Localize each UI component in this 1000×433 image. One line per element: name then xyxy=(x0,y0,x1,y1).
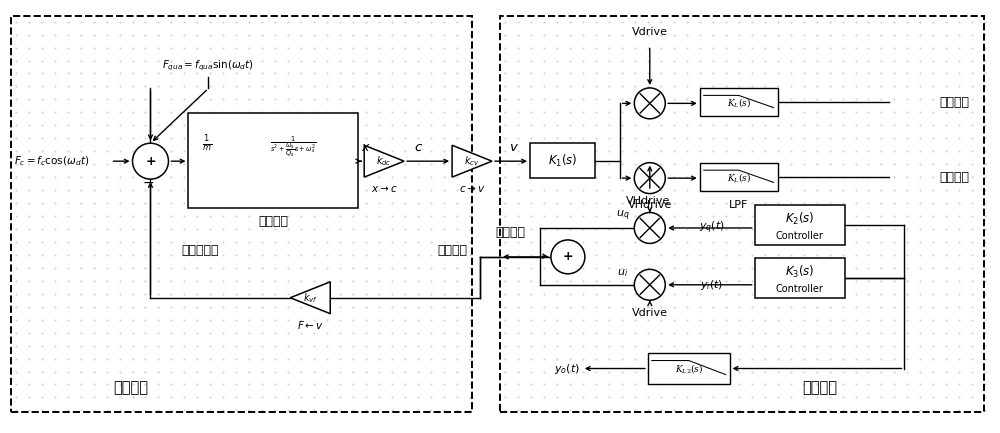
Bar xyxy=(755,205,845,245)
Text: $K_2(s)$: $K_2(s)$ xyxy=(785,211,814,227)
Text: Vdrive: Vdrive xyxy=(632,26,668,37)
Text: VHdrive: VHdrive xyxy=(626,196,670,206)
Text: Vdrive: Vdrive xyxy=(632,308,668,318)
Text: $K_1(s)$: $K_1(s)$ xyxy=(548,152,577,169)
Text: $x \rightarrow c$: $x \rightarrow c$ xyxy=(371,184,398,194)
Text: $F_{qua} = f_{qua}\sin(\omega_d t)$: $F_{qua} = f_{qua}\sin(\omega_d t)$ xyxy=(162,58,254,73)
Bar xyxy=(700,163,778,191)
Text: VHdrive: VHdrive xyxy=(628,200,672,210)
Text: 控制电路: 控制电路 xyxy=(802,380,837,395)
Bar xyxy=(188,113,358,208)
Text: $c \rightarrow v$: $c \rightarrow v$ xyxy=(459,184,485,194)
Circle shape xyxy=(634,88,665,119)
Bar xyxy=(755,258,845,298)
Text: 反馈静电力: 反馈静电力 xyxy=(182,244,219,257)
Text: 反馈电压: 反馈电压 xyxy=(495,226,525,239)
Text: Controller: Controller xyxy=(776,284,824,294)
Text: $K_{L2}(s)$: $K_{L2}(s)$ xyxy=(675,362,703,375)
Text: 机械结构: 机械结构 xyxy=(113,380,148,395)
Bar xyxy=(500,16,984,412)
Text: 反馈电压: 反馈电压 xyxy=(437,244,467,257)
Text: $y_i(t)$: $y_i(t)$ xyxy=(700,278,723,292)
Text: 同相成分: 同相成分 xyxy=(939,96,969,109)
Circle shape xyxy=(634,163,665,194)
Bar xyxy=(11,16,472,412)
Circle shape xyxy=(634,269,665,300)
Bar xyxy=(700,88,778,116)
Circle shape xyxy=(634,213,665,243)
Text: +: + xyxy=(563,250,573,263)
Circle shape xyxy=(551,240,585,274)
Text: $\frac{1}{s^2+\dfrac{\omega_s}{Q_s}s+\omega_s^2}$: $\frac{1}{s^2+\dfrac{\omega_s}{Q_s}s+\om… xyxy=(270,134,317,159)
Text: $K_3(s)$: $K_3(s)$ xyxy=(785,264,814,280)
Text: $y_q(t)$: $y_q(t)$ xyxy=(699,220,725,236)
Circle shape xyxy=(133,143,168,179)
Text: 检测模态: 检测模态 xyxy=(258,216,288,229)
Text: $u_i$: $u_i$ xyxy=(617,267,628,279)
Text: LPF: LPF xyxy=(729,200,748,210)
Text: $F \leftarrow v$: $F \leftarrow v$ xyxy=(297,319,324,331)
Polygon shape xyxy=(290,282,330,313)
Text: 正交成分: 正交成分 xyxy=(939,171,969,184)
Text: $\frac{1}{m}$: $\frac{1}{m}$ xyxy=(202,133,212,154)
Text: $x$: $x$ xyxy=(361,141,371,154)
Polygon shape xyxy=(364,145,404,177)
Bar xyxy=(530,143,595,178)
Text: $K_L(s)$: $K_L(s)$ xyxy=(727,171,751,184)
Text: $y_o(t)$: $y_o(t)$ xyxy=(554,362,580,375)
Text: $c$: $c$ xyxy=(414,141,423,154)
Text: +: + xyxy=(145,155,156,168)
Text: $k_{cv}$: $k_{cv}$ xyxy=(464,154,480,168)
Text: $u_q$: $u_q$ xyxy=(616,209,630,223)
Text: $v$: $v$ xyxy=(509,141,519,154)
Text: $k_{vf}$: $k_{vf}$ xyxy=(303,291,318,305)
Polygon shape xyxy=(452,145,492,177)
Text: $F_c = f_c\cos(\omega_d t)$: $F_c = f_c\cos(\omega_d t)$ xyxy=(14,155,89,168)
Text: $k_{dc}$: $k_{dc}$ xyxy=(376,154,392,168)
Bar xyxy=(648,352,730,385)
Text: $K_L(s)$: $K_L(s)$ xyxy=(727,96,751,109)
Text: −: − xyxy=(143,176,154,190)
Text: Controller: Controller xyxy=(776,231,824,241)
